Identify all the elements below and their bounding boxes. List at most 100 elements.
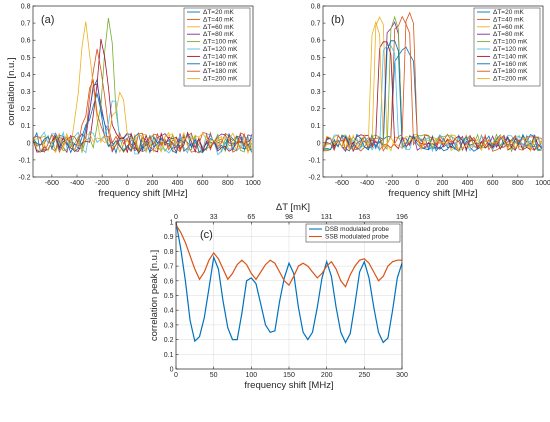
chart-panel-1: -600 -400 -200 0 200 400 600 800 1000 -0.2 -0.1 0 0.… [308,4,550,200]
top-tick-label: 65 [247,214,255,221]
x-tick-label: 100 [245,372,257,379]
legend-entry: ΔT=100 mK [203,39,238,46]
x-tick-label: -600 [335,180,349,187]
legend-entry: ΔT=140 mK [203,53,238,60]
series-group [176,222,402,344]
legend-entry: ΔT=160 mK [493,61,528,68]
series-line-5 [33,100,253,156]
top-tick-label: 196 [396,214,408,221]
x-tick-label: 1000 [535,180,550,187]
x-tick-label: -400 [360,180,374,187]
y-tick-label: 0.2 [311,106,321,113]
y-tick-label: 0.3 [21,89,31,96]
series-line-0 [176,222,402,344]
x-tick-label: 0 [174,372,178,379]
y-tick-label: -0.1 [308,157,320,164]
y-tick-label: 0.5 [21,55,31,62]
x-tick-label: 400 [172,180,184,187]
x-tick-label: 200 [321,372,333,379]
x-tick-label: -600 [45,180,59,187]
legend-entry: ΔT=20 mK [203,9,235,16]
y-tick-label: 0.3 [311,89,321,96]
y-tick-label: 0.1 [164,352,174,359]
x-tick-label: 50 [210,372,218,379]
legend-entry: ΔT=60 mK [203,24,235,31]
y-tick-label: -0.1 [18,157,30,164]
legend-entry: SSB modulated probe [325,234,389,241]
y-tick-label: 0.2 [21,106,31,113]
y-tick-label: 0.7 [311,21,321,28]
legend-entry: ΔT=60 mK [493,24,525,31]
series-group [33,18,253,156]
y-tick-label: -0.2 [308,175,320,182]
legend-box [305,223,401,243]
x-tick-label: 600 [487,180,499,187]
legend-entry: ΔT=160 mK [203,61,238,68]
legend-entry: ΔT=120 mK [203,46,238,53]
y-axis-label: correlation [n.u.] [6,57,17,125]
y-tick-label: 0.6 [311,38,321,45]
x-tick-label: 800 [222,180,234,187]
y-tick-label: 0.1 [311,123,321,130]
x-tick-label: 200 [147,180,159,187]
y-tick-label: 0.4 [311,72,321,79]
y-tick-label: 0.5 [311,55,321,62]
panel-label: (b) [331,14,344,26]
y-tick-label: 0.4 [21,72,31,79]
legend-entry: ΔT=140 mK [493,53,528,60]
x-tick-label: -200 [385,180,399,187]
legend-entry: ΔT=200 mK [203,76,238,83]
series-line-7 [33,92,253,154]
y-tick-label: 0.5 [164,293,174,300]
series-line-7 [323,40,542,152]
x-tick-label: 0 [415,180,419,187]
x-tick-label: -400 [70,180,84,187]
x-tick-label: 800 [512,180,524,187]
y-tick-label: 0.7 [21,21,31,28]
panel-label: (a) [41,14,54,26]
series-line-9 [323,20,543,153]
legend-entry: ΔT=100 mK [493,39,528,46]
x-tick-label: 250 [358,372,370,379]
top-tick-label: 0 [174,214,178,221]
x-tick-label: 1000 [245,180,261,187]
legend-entry: ΔT=200 mK [493,76,528,83]
series-line-1 [176,224,402,288]
legend-entry: ΔT=80 mK [493,31,525,38]
y-tick-label: 0.6 [21,38,31,45]
x-tick-label: 300 [396,372,408,379]
series-line-4 [33,18,253,154]
y-tick-label: 1 [170,220,174,227]
x-axis-label: frequency shift [MHz] [244,380,333,391]
y-tick-label: 0.8 [21,4,31,11]
legend-entry: DSB modulated probe [325,226,389,233]
y-tick-label: 0 [317,140,321,147]
x-tick-label: 400 [462,180,474,187]
top-tick-label: 163 [358,214,370,221]
y-tick-label: 0.1 [21,123,31,130]
x-tick-label: 200 [437,180,449,187]
x-axis-label: frequency shift [MHz] [388,188,477,199]
legend-entry: ΔT=180 mK [493,68,528,75]
series-line-8 [323,11,542,152]
y-tick-label: 0.7 [164,264,174,271]
series-line-9 [33,91,253,153]
y-tick-label: 0 [27,140,31,147]
legend-entry: ΔT=40 mK [493,16,525,23]
x-tick-label: 150 [283,372,295,379]
legend-entry: ΔT=20 mK [493,9,525,16]
series-line-6 [33,38,252,154]
legend-entry: ΔT=80 mK [203,31,235,38]
legend-entry: ΔT=40 mK [203,16,235,23]
series-group [323,11,543,153]
x-tick-label: 600 [197,180,209,187]
x-tick-label: 0 [125,180,129,187]
top-axis-label: ΔT [mK] [276,202,310,213]
series-line-8 [33,78,252,154]
top-tick-label: 98 [285,214,293,221]
legend-entry: ΔT=120 mK [493,46,528,53]
y-tick-label: 0.3 [164,322,174,329]
